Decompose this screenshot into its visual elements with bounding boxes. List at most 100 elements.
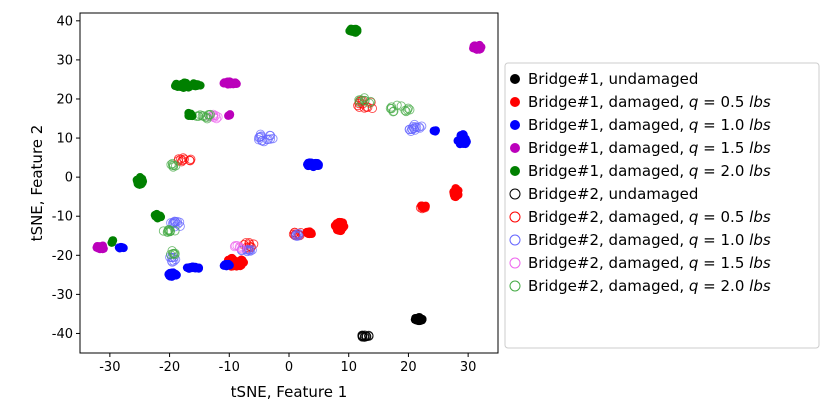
y-tick-label: 40 <box>56 14 73 29</box>
data-point <box>472 43 482 52</box>
legend-label-part: 1.5 <box>721 254 745 272</box>
legend-label-part: Bridge#1, <box>528 93 609 111</box>
legend-equals: = <box>698 162 720 180</box>
data-point <box>165 249 176 260</box>
legend-label-part: 2.0 <box>721 162 745 180</box>
legend-box <box>504 62 820 349</box>
legend-label-part: Bridge#2, <box>528 277 609 295</box>
data-point <box>292 229 303 239</box>
legend-marker <box>509 280 521 292</box>
data-point <box>184 264 194 273</box>
x-tick-label: 0 <box>285 360 293 375</box>
data-point <box>185 156 195 166</box>
data-point <box>458 131 467 140</box>
legend-label-part: 0.5 <box>721 208 745 226</box>
data-point <box>158 226 169 236</box>
legend-marker <box>510 74 520 84</box>
legend-label-part: lbs <box>749 93 771 111</box>
x-tick-label: -30 <box>99 360 120 375</box>
legend-label: Bridge#1, damaged, q = 0.5 lbs <box>528 93 771 111</box>
data-point <box>294 231 304 241</box>
legend-label-part: Bridge#1, <box>528 70 609 88</box>
data-point <box>135 174 145 183</box>
legend-marker <box>510 97 520 107</box>
legend-q-symbol: q <box>689 277 699 295</box>
data-point <box>366 97 376 107</box>
data-point <box>236 261 245 271</box>
x-tick-label: 30 <box>460 360 477 375</box>
legend-q-symbol: q <box>689 139 699 157</box>
data-point <box>455 139 465 149</box>
data-point <box>462 137 471 147</box>
data-point <box>193 80 202 89</box>
data-point <box>388 107 398 117</box>
data-point <box>360 96 370 106</box>
legend-equals: = <box>698 277 720 295</box>
data-point <box>265 130 275 141</box>
data-point <box>407 124 417 134</box>
legend-label-part: damaged, <box>609 162 689 180</box>
y-tick-label: -40 <box>52 327 73 342</box>
x-tick-label: 20 <box>400 360 417 375</box>
data-point <box>202 112 212 122</box>
legend-q-symbol: q <box>689 116 699 134</box>
legend-label-part: undamaged <box>609 185 699 203</box>
data-point <box>411 315 420 324</box>
data-point <box>403 103 413 113</box>
axis-ticks: -30 -20 -10 0 10 20 30 -40 -30 -20 -10 0 10 20 30 40 <box>52 14 477 375</box>
legend-label-part: 1.0 <box>721 231 745 249</box>
y-tick-label: -20 <box>52 249 73 264</box>
data-points <box>92 24 486 342</box>
data-point <box>389 106 399 116</box>
legend-label-part: damaged, <box>609 93 689 111</box>
legend-label-part: 1.5 <box>721 139 745 157</box>
legend-label-part: lbs <box>749 139 771 157</box>
legend-label-part: 1.0 <box>721 116 745 134</box>
legend-equals: = <box>698 139 720 157</box>
data-point <box>203 109 214 120</box>
legend-label-part: Bridge#1, <box>528 139 609 157</box>
data-point <box>93 242 102 251</box>
data-point <box>219 79 228 88</box>
legend-label-part: Bridge#2, <box>528 208 609 226</box>
legend: Bridge#1, undamaged Bridge#1, damaged, q … <box>504 62 820 349</box>
legend-q-symbol: q <box>689 93 699 111</box>
legend-label-part: lbs <box>749 277 771 295</box>
data-point <box>179 83 188 92</box>
legend-marker <box>509 211 521 223</box>
y-tick-label: 10 <box>56 132 73 147</box>
y-tick-label: 0 <box>65 171 73 186</box>
legend-label-part: Bridge#2, <box>528 254 609 272</box>
legend-label: Bridge#1, damaged, q = 1.0 lbs <box>528 116 771 134</box>
data-point <box>411 122 422 133</box>
legend-marker <box>509 188 521 200</box>
legend-label-part: lbs <box>749 116 771 134</box>
data-point <box>179 154 189 164</box>
legend-label-part: damaged, <box>609 139 689 157</box>
data-point <box>451 187 461 196</box>
legend-q-symbol: q <box>689 162 699 180</box>
x-tick-label: -20 <box>159 360 180 375</box>
legend-label: Bridge#1, damaged, q = 1.5 lbs <box>528 139 771 157</box>
legend-equals: = <box>698 208 720 226</box>
data-point <box>153 214 162 223</box>
legend-label: Bridge#2, damaged, q = 1.5 lbs <box>528 254 771 272</box>
data-point <box>351 25 361 35</box>
legend-label-part: Bridge#1, <box>528 116 609 134</box>
data-point <box>107 238 117 247</box>
data-point <box>291 231 301 241</box>
legend-label-part: damaged, <box>609 116 689 134</box>
data-point <box>401 106 411 117</box>
legend-label: Bridge#1, damaged, q = 2.0 lbs <box>528 162 771 180</box>
data-point <box>364 330 374 341</box>
data-point <box>167 268 177 278</box>
legend-label-part: Bridge#1, <box>528 162 609 180</box>
data-point <box>363 102 373 112</box>
legend-marker <box>510 143 520 153</box>
legend-marker <box>509 234 521 246</box>
legend-equals: = <box>698 231 720 249</box>
y-tick-label: 30 <box>56 53 73 68</box>
legend-label-part: damaged, <box>609 254 689 272</box>
legend-label-part: 2.0 <box>721 277 745 295</box>
legend-equals: = <box>698 254 720 272</box>
